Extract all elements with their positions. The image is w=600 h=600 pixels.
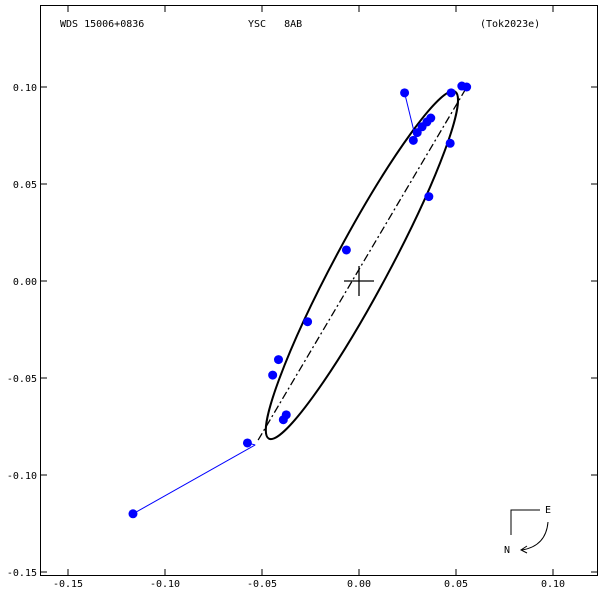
residual-line	[132, 444, 256, 515]
residual-line	[404, 92, 415, 133]
compass-bracket	[510, 509, 540, 535]
observation-point	[445, 138, 455, 148]
reference-label: (Tok2023e)	[480, 19, 540, 30]
line-of-nodes	[257, 88, 467, 441]
x-tick-label: 0.05	[444, 579, 468, 590]
observation-point	[341, 245, 351, 255]
compass-east-label: E	[545, 505, 551, 516]
observation-point	[242, 438, 252, 448]
observation-point	[128, 509, 138, 519]
designation-label: YSC 8AB	[248, 19, 302, 30]
y-tick-label: 0.05	[13, 180, 37, 191]
x-tick-label: -0.05	[247, 579, 277, 590]
y-tick-label: 0.10	[13, 83, 37, 94]
system-id-label: WDS 15006+0836	[60, 19, 144, 30]
x-tick-label: -0.10	[150, 579, 180, 590]
y-tick-label: 0.00	[13, 277, 37, 288]
observation-point	[268, 370, 278, 380]
compass-rotation-arrow	[521, 521, 549, 551]
compass-arrowhead-icon	[520, 545, 528, 554]
x-tick-label: 0.00	[347, 579, 371, 590]
y-tick-label: -0.15	[7, 568, 37, 579]
y-tick-label: -0.05	[7, 374, 37, 385]
observation-point	[408, 135, 418, 145]
axes: -0.15 -0.10 -0.05 0.00 0.05 0.10 0.10 0.05 0.00 -…	[7, 6, 597, 590]
observation-point	[400, 88, 410, 98]
y-tick-label: -0.10	[7, 471, 37, 482]
observation-point	[446, 88, 456, 98]
observation-point	[424, 192, 434, 202]
observation-point	[462, 82, 472, 92]
observation-point	[278, 415, 288, 425]
x-tick-label: -0.15	[53, 579, 83, 590]
plot-frame	[40, 5, 598, 576]
observation-point	[303, 317, 313, 327]
x-tick-label: 0.10	[541, 579, 565, 590]
compass-rose: E N	[504, 505, 551, 556]
compass-north-label: N	[504, 545, 510, 556]
observation-point	[426, 113, 436, 123]
observation-point	[273, 355, 283, 365]
observation-layer	[128, 81, 472, 519]
